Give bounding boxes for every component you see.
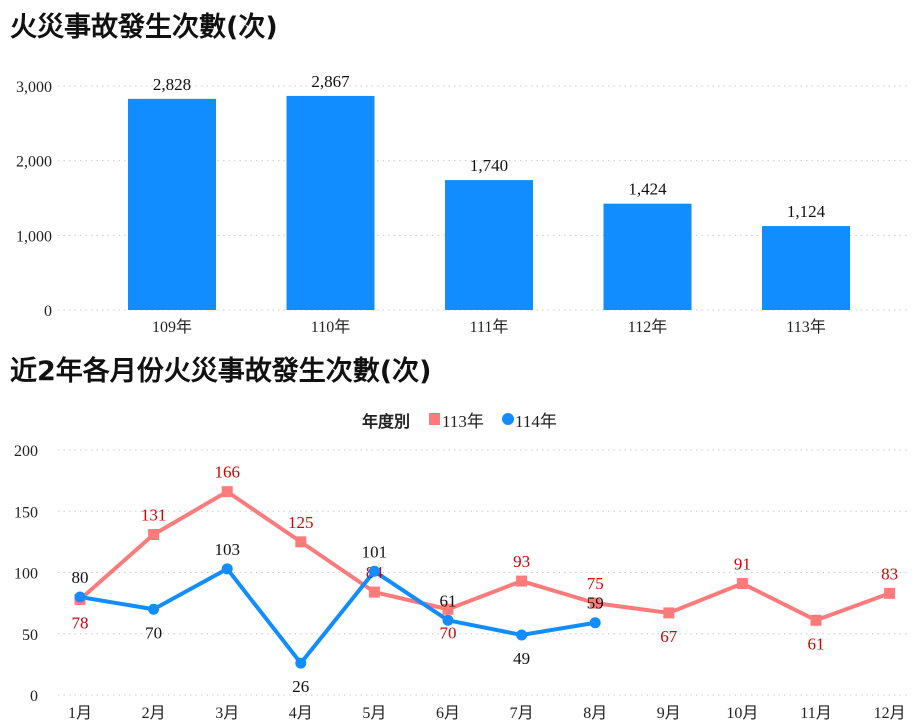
series-line-113年 [78, 489, 891, 623]
data-label: 59 [587, 594, 604, 613]
data-label: 70 [145, 623, 162, 642]
x-tick-label: 111年 [470, 318, 509, 336]
bar-chart: 0 1,000 2,000 3,000 2,828 109年 2,867 110年 1,740 1… [16, 72, 910, 336]
y-tick-label: 150 [14, 504, 38, 521]
x-tick-label: 112年 [628, 318, 667, 336]
data-label: 101 [362, 542, 388, 561]
data-point[interactable] [589, 597, 601, 609]
x-tick-label: 8月 [583, 705, 607, 722]
legend-square-marker [429, 413, 440, 425]
data-label: 131 [141, 506, 167, 525]
legend-item-113[interactable]: 113年 [442, 412, 484, 431]
bar[interactable] [603, 203, 692, 310]
data-label: 103 [214, 540, 240, 559]
data-point[interactable] [148, 603, 160, 615]
y-tick-label: 1,000 [16, 228, 52, 245]
data-label: 70 [440, 623, 457, 642]
data-label: 91 [734, 555, 751, 574]
x-tick-label: 110年 [311, 318, 350, 336]
y-tick-label: 2,000 [16, 154, 52, 171]
data-point[interactable] [516, 629, 528, 641]
y-tick-label: 0 [30, 688, 38, 705]
x-tick-label: 2月 [142, 705, 166, 722]
bar[interactable] [445, 180, 533, 310]
data-label: 61 [440, 591, 457, 610]
line-chart: 0 50 100 150 200 1月 2月 3月 4月 5月 6月 7月 8月 9月 10月 11月 12月 7… [14, 443, 910, 722]
bar-value-label: 2,867 [311, 72, 350, 91]
legend-item-114[interactable]: 114年 [515, 412, 557, 431]
x-tick-label: 3月 [215, 705, 239, 722]
data-point[interactable] [589, 617, 601, 629]
line-chart-title: 近2年各月份火災事故發生次數(次) [10, 355, 431, 387]
y-tick-label: 50 [22, 627, 38, 644]
x-tick-label: 11月 [800, 705, 831, 722]
data-point[interactable] [221, 486, 233, 498]
x-tick-label: 7月 [510, 705, 534, 722]
bar-value-label: 1,424 [628, 180, 667, 199]
data-label: 61 [808, 634, 825, 653]
x-tick-label: 5月 [362, 705, 386, 722]
data-point[interactable] [663, 607, 675, 619]
x-tick-label: 109年 [152, 318, 192, 336]
series-line-114年 [79, 566, 596, 666]
data-point[interactable] [884, 587, 896, 599]
data-point[interactable] [221, 563, 233, 575]
y-tick-label: 0 [44, 303, 52, 320]
data-label: 78 [72, 613, 89, 632]
data-label: 83 [881, 564, 898, 583]
data-label: 26 [292, 677, 309, 696]
legend: 年度別 113年 114年 [362, 412, 557, 431]
data-point[interactable] [442, 603, 454, 615]
y-tick-label: 100 [14, 566, 38, 583]
bar-chart-title: 火災事故發生次數(次) [10, 12, 278, 43]
x-tick-label: 6月 [436, 705, 460, 722]
data-point[interactable] [368, 565, 380, 577]
x-tick-label: 4月 [289, 705, 313, 722]
legend-circle-marker [502, 413, 514, 425]
x-tick-label: 10月 [726, 705, 758, 722]
bar-value-label: 1,740 [470, 156, 508, 175]
data-label: 67 [660, 627, 678, 646]
x-tick-label: 1月 [68, 705, 92, 722]
bar[interactable] [762, 226, 850, 310]
data-label: 80 [72, 568, 89, 587]
bar-value-label: 2,828 [153, 75, 191, 94]
y-tick-label: 3,000 [16, 79, 52, 96]
data-label: 125 [288, 513, 314, 532]
legend-title: 年度別 [362, 412, 410, 431]
x-tick-label: 9月 [657, 705, 681, 722]
data-point[interactable] [736, 578, 748, 590]
data-label: 75 [587, 574, 604, 593]
data-point[interactable] [295, 536, 307, 548]
data-label: 93 [513, 552, 530, 571]
bar[interactable] [128, 98, 216, 310]
bar-value-label: 1,124 [787, 202, 826, 221]
data-point[interactable] [148, 529, 160, 541]
data-point[interactable] [368, 586, 380, 598]
data-point[interactable] [810, 614, 822, 626]
data-label: 49 [513, 649, 530, 668]
data-label: 166 [214, 463, 240, 482]
x-tick-label: 12月 [874, 705, 906, 722]
bar[interactable] [286, 95, 375, 310]
y-tick-label: 200 [14, 443, 38, 460]
data-point[interactable] [516, 575, 528, 587]
data-point[interactable] [442, 614, 454, 626]
data-point[interactable] [74, 591, 86, 603]
data-point[interactable] [295, 657, 307, 669]
x-tick-label: 113年 [786, 318, 825, 336]
